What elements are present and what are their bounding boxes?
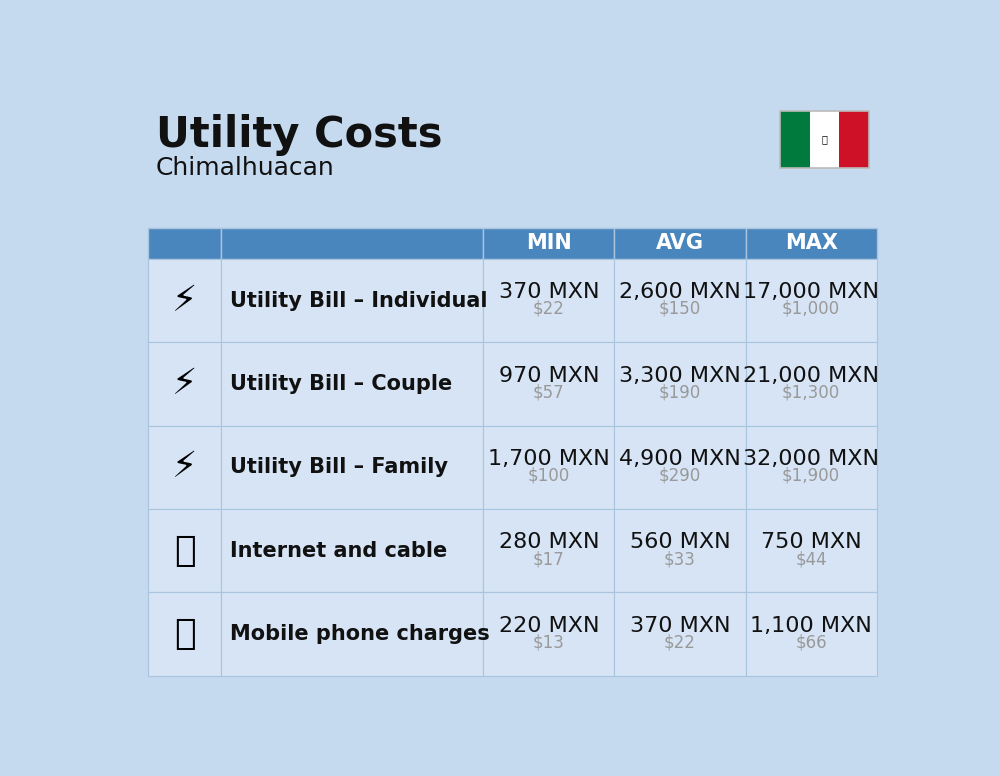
Text: $1,900: $1,900 xyxy=(782,466,840,485)
FancyBboxPatch shape xyxy=(614,259,746,342)
FancyBboxPatch shape xyxy=(614,509,746,592)
Text: $150: $150 xyxy=(659,300,701,318)
Text: $17: $17 xyxy=(533,550,565,568)
Text: 220 MXN: 220 MXN xyxy=(499,615,599,636)
Text: 🦅: 🦅 xyxy=(822,134,827,144)
FancyBboxPatch shape xyxy=(810,111,839,168)
FancyBboxPatch shape xyxy=(746,426,877,509)
Text: 560 MXN: 560 MXN xyxy=(630,532,730,553)
Text: ⚡: ⚡ xyxy=(172,450,197,484)
Text: Internet and cable: Internet and cable xyxy=(230,541,448,561)
Text: Utility Bill – Family: Utility Bill – Family xyxy=(230,457,448,477)
Text: 2,600 MXN: 2,600 MXN xyxy=(619,282,741,303)
FancyBboxPatch shape xyxy=(221,426,483,509)
FancyBboxPatch shape xyxy=(839,111,869,168)
Text: 3,300 MXN: 3,300 MXN xyxy=(619,365,741,386)
Text: 370 MXN: 370 MXN xyxy=(499,282,599,303)
Text: $33: $33 xyxy=(664,550,696,568)
FancyBboxPatch shape xyxy=(780,111,810,168)
FancyBboxPatch shape xyxy=(746,227,877,259)
Text: 📱: 📱 xyxy=(174,617,195,651)
FancyBboxPatch shape xyxy=(483,342,614,426)
FancyBboxPatch shape xyxy=(148,592,221,676)
FancyBboxPatch shape xyxy=(148,342,221,426)
FancyBboxPatch shape xyxy=(148,259,221,342)
FancyBboxPatch shape xyxy=(746,259,877,342)
FancyBboxPatch shape xyxy=(746,592,877,676)
Text: 970 MXN: 970 MXN xyxy=(499,365,599,386)
Text: Utility Costs: Utility Costs xyxy=(156,114,442,156)
Text: $1,300: $1,300 xyxy=(782,383,840,401)
Text: 1,700 MXN: 1,700 MXN xyxy=(488,449,610,469)
FancyBboxPatch shape xyxy=(148,509,221,592)
Text: $290: $290 xyxy=(659,466,701,485)
FancyBboxPatch shape xyxy=(221,342,483,426)
FancyBboxPatch shape xyxy=(746,509,877,592)
FancyBboxPatch shape xyxy=(746,342,877,426)
FancyBboxPatch shape xyxy=(221,509,483,592)
Text: Mobile phone charges: Mobile phone charges xyxy=(230,624,490,644)
FancyBboxPatch shape xyxy=(483,509,614,592)
Text: $13: $13 xyxy=(533,633,565,651)
Text: Utility Bill – Couple: Utility Bill – Couple xyxy=(230,374,453,394)
Text: $190: $190 xyxy=(659,383,701,401)
Text: $1,000: $1,000 xyxy=(782,300,840,318)
Text: AVG: AVG xyxy=(656,234,704,253)
Text: $57: $57 xyxy=(533,383,565,401)
FancyBboxPatch shape xyxy=(780,111,869,168)
Text: ⚡: ⚡ xyxy=(172,283,197,317)
Text: $100: $100 xyxy=(528,466,570,485)
FancyBboxPatch shape xyxy=(483,259,614,342)
Text: $22: $22 xyxy=(664,633,696,651)
FancyBboxPatch shape xyxy=(614,426,746,509)
FancyBboxPatch shape xyxy=(483,426,614,509)
FancyBboxPatch shape xyxy=(614,342,746,426)
Text: Chimalhuacan: Chimalhuacan xyxy=(156,156,335,180)
Text: 17,000 MXN: 17,000 MXN xyxy=(743,282,879,303)
Text: 370 MXN: 370 MXN xyxy=(630,615,730,636)
Text: 1,100 MXN: 1,100 MXN xyxy=(750,615,872,636)
Text: $66: $66 xyxy=(795,633,827,651)
Text: 750 MXN: 750 MXN xyxy=(761,532,861,553)
Text: ⚡: ⚡ xyxy=(172,367,197,401)
Text: MAX: MAX xyxy=(785,234,838,253)
FancyBboxPatch shape xyxy=(614,227,746,259)
FancyBboxPatch shape xyxy=(221,592,483,676)
Text: MIN: MIN xyxy=(526,234,572,253)
Text: 32,000 MXN: 32,000 MXN xyxy=(743,449,879,469)
FancyBboxPatch shape xyxy=(221,259,483,342)
FancyBboxPatch shape xyxy=(148,426,221,509)
FancyBboxPatch shape xyxy=(148,227,221,259)
Text: $22: $22 xyxy=(533,300,565,318)
FancyBboxPatch shape xyxy=(221,227,483,259)
FancyBboxPatch shape xyxy=(483,592,614,676)
Text: 4,900 MXN: 4,900 MXN xyxy=(619,449,741,469)
Text: 280 MXN: 280 MXN xyxy=(499,532,599,553)
Text: 📶: 📶 xyxy=(174,534,195,568)
Text: $44: $44 xyxy=(795,550,827,568)
FancyBboxPatch shape xyxy=(483,227,614,259)
Text: Utility Bill – Individual: Utility Bill – Individual xyxy=(230,290,488,310)
Text: 21,000 MXN: 21,000 MXN xyxy=(743,365,879,386)
FancyBboxPatch shape xyxy=(614,592,746,676)
